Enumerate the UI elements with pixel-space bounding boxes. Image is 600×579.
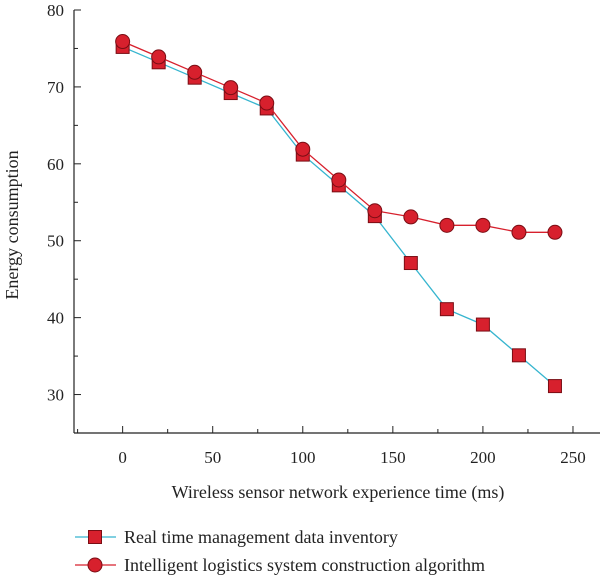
x-tick-label: 150 — [380, 448, 406, 467]
legend-item: Intelligent logistics system constructio… — [75, 555, 485, 575]
data-point — [403, 256, 418, 271]
series-line — [122, 46, 556, 387]
data-point — [295, 141, 311, 157]
ticks: 30 40 50 60 70 80 0 50 100 150 200 250 — [47, 1, 586, 467]
data-point — [511, 224, 527, 240]
data-point — [547, 224, 563, 240]
x-tick-label: 250 — [560, 448, 586, 467]
data-point — [223, 80, 239, 96]
data-point — [439, 302, 454, 317]
x-tick-label: 0 — [118, 448, 127, 467]
data-point — [331, 172, 347, 188]
series-layer — [115, 34, 563, 394]
data-point — [475, 217, 491, 233]
data-point — [87, 557, 103, 573]
data-point — [475, 317, 490, 332]
data-point — [367, 203, 383, 219]
data-point — [88, 530, 102, 544]
legend: Real time management data inventory Intel… — [75, 527, 485, 575]
data-point — [115, 34, 131, 50]
y-axis-title: Energy consumption — [2, 150, 22, 299]
axes — [73, 10, 600, 434]
data-point — [439, 217, 455, 233]
x-tick-label: 100 — [290, 448, 316, 467]
data-point — [511, 348, 526, 363]
data-point — [151, 49, 167, 65]
y-tick-label: 30 — [47, 386, 64, 405]
legend-label: Intelligent logistics system constructio… — [124, 555, 485, 575]
x-axis-title: Wireless sensor network experience time … — [172, 482, 505, 503]
series-2 — [115, 34, 563, 240]
y-tick-label: 60 — [47, 155, 64, 174]
y-tick-label: 40 — [47, 309, 64, 328]
data-point — [547, 379, 562, 394]
data-point — [259, 95, 275, 111]
x-tick-label: 200 — [470, 448, 496, 467]
y-tick-label: 80 — [47, 1, 64, 20]
data-point — [403, 209, 419, 225]
series-1 — [115, 39, 562, 394]
legend-item: Real time management data inventory — [75, 527, 398, 547]
series-line — [122, 40, 555, 233]
legend-label: Real time management data inventory — [124, 527, 398, 547]
x-tick-label: 50 — [204, 448, 221, 467]
y-tick-label: 50 — [47, 232, 64, 251]
data-point — [187, 64, 203, 80]
y-tick-label: 70 — [47, 78, 64, 97]
